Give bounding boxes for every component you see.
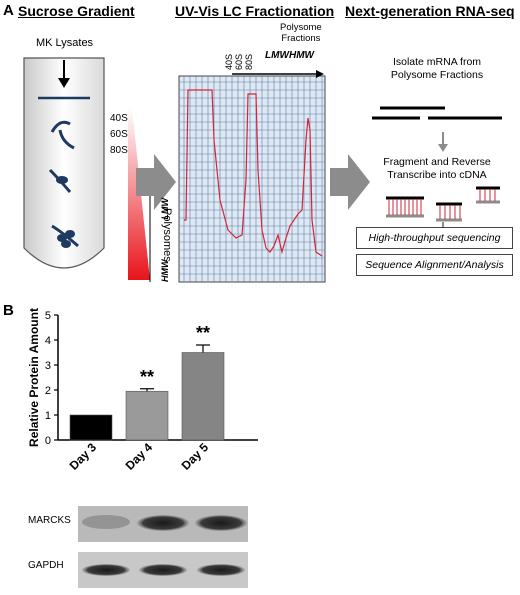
blot-label-gapdh: GAPDH <box>28 560 64 571</box>
y-tick-label: 2 <box>45 385 51 397</box>
sequencing-step: High-throughput sequencing <box>356 227 513 249</box>
alignment-step: Sequence Alignment/Analysis <box>356 254 513 276</box>
y-tick-label: 5 <box>45 310 51 322</box>
uvvis-grid <box>179 76 325 282</box>
bar <box>69 414 113 441</box>
x-tick-label: Day 4 <box>123 440 156 473</box>
bar <box>181 352 225 441</box>
arrow-1 <box>136 154 176 210</box>
bar <box>125 390 169 441</box>
x-tick-label: Day 5 <box>179 440 212 473</box>
subunit-80s-label: 80S <box>110 145 128 156</box>
subunit-40s-label: 40S <box>110 113 128 124</box>
y-tick-label: 1 <box>45 410 51 422</box>
marcks-band-day4 <box>137 515 189 531</box>
peak-60s: 60S <box>234 54 244 70</box>
rnaseq-title: Next-generation RNA-seq <box>345 3 515 19</box>
sucrose-hmw-label: HMW <box>160 258 170 282</box>
uvvis-hmw-label: HMW <box>289 50 314 61</box>
y-tick-label: 3 <box>45 360 51 372</box>
y-axis-label: Relative Protein Amount <box>27 308 41 447</box>
y-tick-label: 0 <box>45 435 51 447</box>
significance-mark: ** <box>196 323 210 343</box>
panel-b-letter: B <box>3 302 14 319</box>
western-blot <box>78 506 248 588</box>
y-tick-label: 4 <box>45 335 51 347</box>
marcks-band-day3 <box>82 515 130 529</box>
uvvis-absorbance-trace <box>184 89 323 257</box>
panel-a-letter: A <box>3 2 14 19</box>
uvvis-title: UV-Vis LC Fractionation <box>175 3 335 19</box>
uvvis-lmw-label: LMW <box>265 50 289 61</box>
x-tick-label: Day 3 <box>67 440 100 473</box>
polysome-fractions-label: Polysome Fractions <box>280 22 322 44</box>
subunit-60s-label: 60S <box>110 129 128 140</box>
uvvis-trace-paper <box>178 75 326 283</box>
panel-a-illustration: 40S 60S 80S LMW HMW Polysomes <box>23 54 502 283</box>
sucrose-lmw-label: LMW <box>160 197 170 220</box>
bar-chart: 0 1 2 3 4 5 Relative Protein Amount Day 3 ** Day … <box>27 308 258 473</box>
gapdh-band-day4 <box>139 564 187 576</box>
gapdh-band-day5 <box>197 564 245 576</box>
down-arrow-1 <box>438 144 448 152</box>
fragment-text: Fragment and Reverse Transcribe into cDN… <box>383 156 491 181</box>
blot-label-marcks: MARCKS <box>28 515 71 526</box>
peak-40s: 40S <box>224 54 234 70</box>
mrna-strands <box>372 106 502 120</box>
marcks-band-day5 <box>195 515 247 531</box>
cdna-fragments <box>386 186 500 222</box>
polysomes-label: Polysomes <box>161 208 173 262</box>
isolate-mrna-text: Isolate mRNA from Polysome Fractions <box>390 56 484 81</box>
significance-mark: ** <box>140 367 154 387</box>
subunit-40s <box>50 120 71 133</box>
sucrose-tube <box>23 57 105 269</box>
mk-lysates-label: MK Lysates <box>36 37 94 49</box>
peak-80s: 80S <box>244 54 254 70</box>
gapdh-band-day3 <box>82 564 130 576</box>
sucrose-gradient-title: Sucrose Gradient <box>18 3 135 19</box>
arrow-2 <box>330 154 370 210</box>
